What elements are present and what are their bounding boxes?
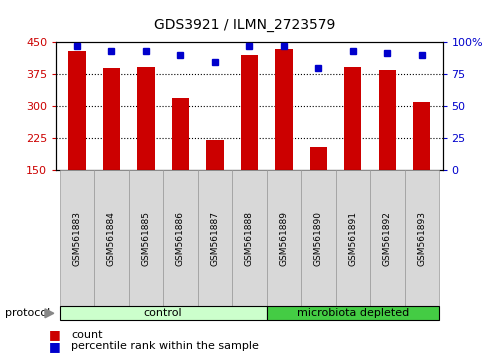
Text: protocol: protocol [5, 308, 50, 318]
Text: GDS3921 / ILMN_2723579: GDS3921 / ILMN_2723579 [154, 18, 334, 32]
Bar [171, 98, 189, 234]
Text: GSM561891: GSM561891 [347, 211, 357, 266]
Text: GSM561885: GSM561885 [141, 211, 150, 266]
Bar [240, 55, 258, 234]
Text: percentile rank within the sample: percentile rank within the sample [71, 341, 258, 351]
Bar [412, 102, 429, 234]
Text: GSM561888: GSM561888 [244, 211, 253, 266]
Text: count: count [71, 330, 102, 339]
Text: ■: ■ [49, 328, 61, 341]
Bar [102, 68, 120, 234]
Bar [275, 49, 292, 234]
Text: GSM561890: GSM561890 [313, 211, 322, 266]
Text: control: control [143, 308, 182, 318]
Bar [309, 147, 326, 234]
Text: GSM561893: GSM561893 [416, 211, 426, 266]
Text: ■: ■ [49, 340, 61, 353]
Text: GSM561887: GSM561887 [210, 211, 219, 266]
Text: GSM561889: GSM561889 [279, 211, 288, 266]
Bar [206, 140, 223, 234]
Text: GSM561886: GSM561886 [176, 211, 184, 266]
Text: microbiota depleted: microbiota depleted [296, 308, 408, 318]
Text: GSM561892: GSM561892 [382, 211, 391, 266]
Text: GSM561883: GSM561883 [72, 211, 81, 266]
Text: GSM561884: GSM561884 [107, 211, 116, 266]
Bar [68, 51, 85, 234]
Bar [137, 67, 154, 234]
Bar [378, 70, 395, 234]
Bar [344, 67, 361, 234]
